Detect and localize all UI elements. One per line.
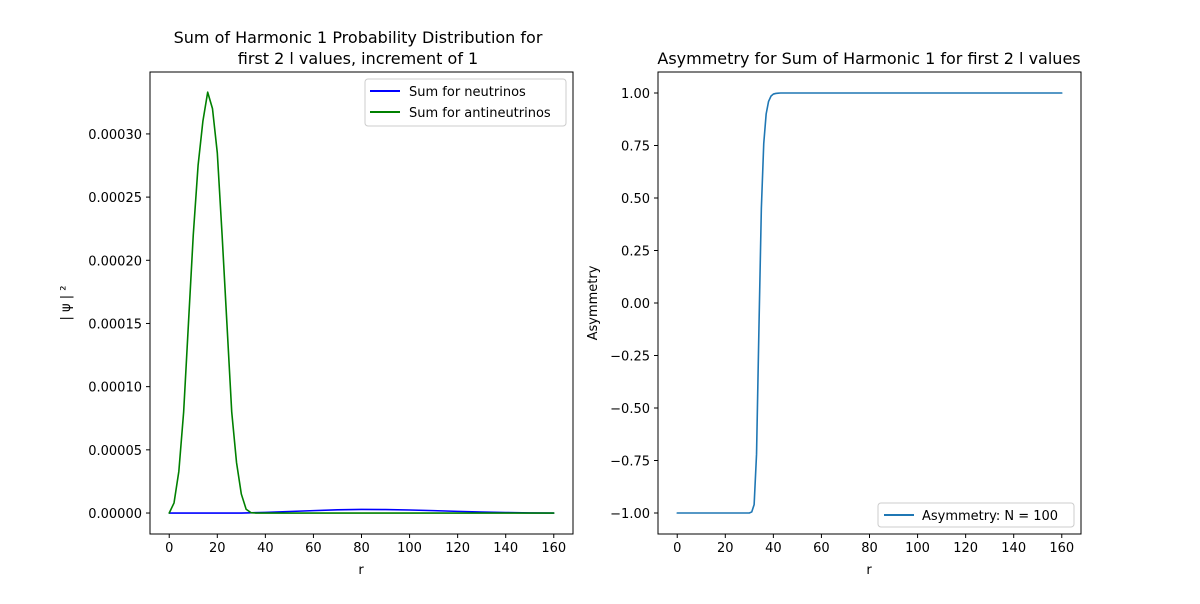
chart-title: Asymmetry for Sum of Harmonic 1 for firs… bbox=[657, 49, 1080, 68]
series-line-sum-for-antineutrinos bbox=[168, 91, 555, 514]
chart-title-line1: Sum of Harmonic 1 Probability Distributi… bbox=[174, 28, 543, 47]
chart-probability-distribution: Sum of Harmonic 1 Probability Distributi… bbox=[59, 28, 574, 578]
y-tick-label: 0.00010 bbox=[88, 381, 142, 396]
legend: Sum for neutrinos Sum for antineutrinos bbox=[364, 78, 567, 127]
y-tick-label: −0.75 bbox=[610, 455, 650, 470]
x-axis-label: r bbox=[866, 563, 872, 578]
x-tick-label: 40 bbox=[257, 541, 274, 556]
axis-ticks: 0 20 40 60 80 100 120 140 160 0.00000 0.00005 0.000… bbox=[88, 128, 566, 556]
y-tick-label: 0.00030 bbox=[88, 128, 142, 143]
y-tick-label: 0.50 bbox=[621, 192, 650, 207]
x-tick-label: 20 bbox=[209, 541, 226, 556]
y-tick-label: 0.00005 bbox=[88, 444, 142, 459]
x-tick-label: 80 bbox=[353, 541, 370, 556]
y-tick-label: 0.00000 bbox=[88, 507, 142, 522]
y-tick-label: −0.25 bbox=[610, 350, 650, 365]
legend-box bbox=[364, 78, 567, 127]
legend-label-asymmetry: Asymmetry: N = 100 bbox=[922, 509, 1058, 524]
legend: Asymmetry: N = 100 bbox=[877, 502, 1075, 528]
legend-box bbox=[877, 502, 1075, 528]
axis-ticks: 0 20 40 60 80 100 120 140 160 −1.00 −0.75 −0.50 −0.2… bbox=[610, 87, 1074, 556]
x-tick-label: 0 bbox=[673, 541, 681, 556]
x-tick-label: 60 bbox=[305, 541, 322, 556]
legend-label-antineutrinos: Sum for antineutrinos bbox=[409, 106, 551, 121]
y-tick-label: −1.00 bbox=[610, 507, 650, 522]
x-tick-label: 160 bbox=[541, 541, 566, 556]
plot-frame bbox=[657, 71, 1082, 535]
x-tick-label: 120 bbox=[445, 541, 470, 556]
x-axis-label: r bbox=[358, 563, 364, 578]
x-tick-label: 0 bbox=[165, 541, 173, 556]
x-tick-label: 100 bbox=[397, 541, 422, 556]
x-tick-label: 80 bbox=[861, 541, 878, 556]
x-tick-label: 60 bbox=[813, 541, 830, 556]
y-tick-label: 0.00020 bbox=[88, 254, 142, 269]
series-line-asymmetry-n-100 bbox=[676, 92, 1063, 514]
x-tick-label: 140 bbox=[1001, 541, 1026, 556]
y-tick-label: 0.00025 bbox=[88, 191, 142, 206]
x-tick-label: 160 bbox=[1049, 541, 1074, 556]
y-tick-label: 0.00015 bbox=[88, 317, 142, 332]
y-tick-label: 0.00 bbox=[621, 297, 650, 312]
y-tick-label: 1.00 bbox=[621, 87, 650, 102]
x-tick-label: 140 bbox=[493, 541, 518, 556]
series-line-sum-for-neutrinos bbox=[168, 508, 555, 514]
y-tick-label: −0.50 bbox=[610, 402, 650, 417]
y-axis-label: | ψ | ² bbox=[59, 286, 74, 321]
y-axis-label: Asymmetry bbox=[586, 265, 601, 340]
plot-frame bbox=[149, 71, 574, 535]
y-tick-label: 0.75 bbox=[621, 140, 650, 155]
x-tick-label: 120 bbox=[953, 541, 978, 556]
x-tick-label: 100 bbox=[905, 541, 930, 556]
x-tick-label: 20 bbox=[717, 541, 734, 556]
chart-title-line2: first 2 l values, increment of 1 bbox=[238, 49, 478, 68]
legend-label-neutrinos: Sum for neutrinos bbox=[409, 85, 526, 100]
x-tick-label: 40 bbox=[765, 541, 782, 556]
series-lines bbox=[168, 91, 555, 514]
y-tick-label: 0.25 bbox=[621, 245, 650, 260]
chart-asymmetry: Asymmetry for Sum of Harmonic 1 for firs… bbox=[586, 49, 1082, 578]
series-lines bbox=[676, 92, 1063, 514]
